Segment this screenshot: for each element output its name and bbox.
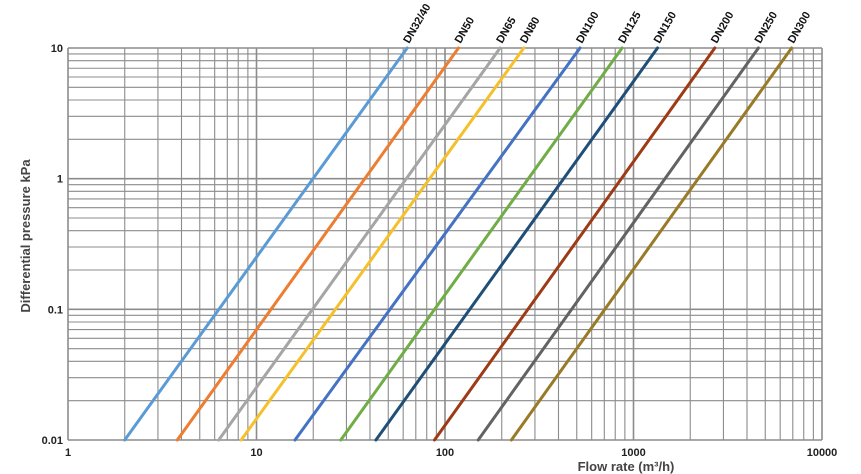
series-label: DN300 [786,10,814,46]
series-line-dn32-40 [123,46,409,442]
x-tick-label: 100 [436,447,454,459]
series-label: DN50 [453,15,477,45]
series-line-dn65 [217,46,502,442]
tick-labels: 1 10 100 1000 10000 0.01 0.1 1 10 [42,43,838,459]
y-tick-label: 0.01 [42,435,63,447]
series-line-dn150 [374,46,659,442]
x-tick-label: 10 [250,447,262,459]
series-line-dn250 [476,46,760,442]
series-lines [123,46,794,442]
y-tick-label: 0.1 [48,304,63,316]
series-label: DN150 [652,10,680,46]
series-label: DN250 [753,10,781,46]
series-label: DN200 [709,10,737,46]
grid [67,47,823,441]
series-label: DN100 [574,10,602,46]
series-label: DN65 [494,15,518,45]
series-line-dn200 [433,46,717,442]
series-line-dn125 [339,46,624,442]
y-tick-label: 1 [57,174,63,186]
x-tick-label: 1 [65,447,71,459]
series-label: DN80 [518,15,542,45]
series-line-dn80 [239,46,526,442]
series-labels: DN32/40 DN50 DN65 DN80 DN100 DN125 DN150 DN200 D… [401,2,813,46]
series-line-dn300 [509,46,794,442]
series-line-dn50 [175,46,460,442]
series-label: DN125 [616,10,644,46]
series-label: DN32/40 [401,2,433,46]
y-tick-label: 10 [51,43,63,55]
series-line-dn100 [293,46,582,442]
x-tick-label: 1000 [621,447,645,459]
x-tick-label: 10000 [807,447,838,459]
x-axis-title: Flow rate (m³/h) [578,459,675,474]
y-axis-title: Differential pressure kPa [18,159,33,313]
